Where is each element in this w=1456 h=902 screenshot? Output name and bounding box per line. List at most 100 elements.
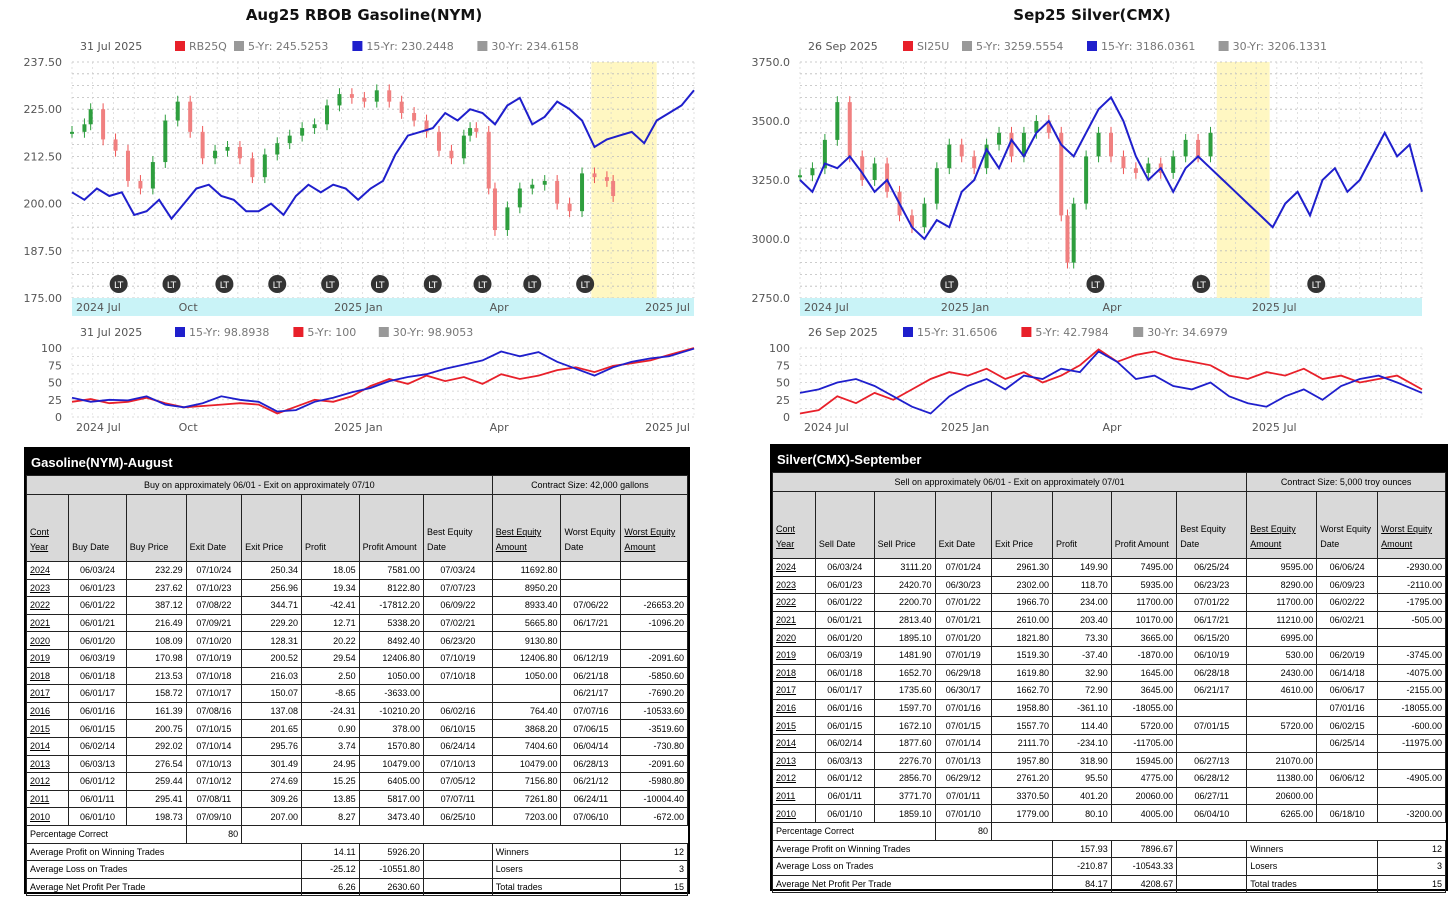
lt-marker[interactable]: LT — [523, 275, 542, 293]
year-link[interactable]: 2015 — [25, 719, 70, 738]
year-link[interactable]: 2019 — [772, 645, 816, 665]
lt-marker[interactable]: LT — [268, 275, 287, 293]
table-cell: 06/01/12 — [814, 769, 875, 788]
column-header[interactable]: Cont Year — [25, 494, 70, 562]
legend-swatch — [175, 327, 185, 337]
lt-marker[interactable]: LT — [473, 275, 492, 293]
y-tick-label: 2750.0 — [752, 292, 791, 305]
year-link[interactable]: 2019 — [25, 648, 70, 668]
lt-marker-circle — [215, 275, 234, 293]
table-cell: 32.90 — [1052, 663, 1112, 683]
lt-marker[interactable]: LT — [215, 275, 234, 293]
table-row: 2024 06/03/24 232.29 07/10/24 250.34 18.05 758… — [25, 561, 688, 580]
year-link[interactable]: 2010 — [772, 804, 816, 823]
table-row: 2014 06/02/14 1877.60 07/01/14 2111.70 -234.1… — [772, 733, 1446, 753]
lt-marker[interactable]: LT — [321, 275, 340, 293]
column-header[interactable]: Best Equity Amount — [1246, 491, 1318, 559]
summary-cell: Winners — [491, 842, 622, 862]
lt-marker-circle — [940, 275, 959, 293]
year-link[interactable]: 2015 — [772, 716, 816, 735]
lt-marker-circle — [423, 275, 442, 293]
table-cell: 234.00 — [1052, 593, 1112, 612]
table-cell: -11975.00 — [1377, 733, 1446, 753]
candle — [517, 188, 522, 208]
table-cell: 06/24/11 — [560, 789, 622, 809]
year-link[interactable]: 2024 — [25, 561, 70, 580]
lt-marker[interactable]: LT — [1192, 275, 1211, 293]
table-cell: 6405.00 — [358, 772, 424, 791]
candle — [1046, 121, 1051, 133]
year-link[interactable]: 2013 — [25, 754, 70, 774]
series-15yr-line — [799, 95, 1423, 241]
candle — [262, 154, 267, 178]
table-cell: 12406.80 — [491, 648, 562, 668]
year-link[interactable]: 2016 — [25, 701, 70, 721]
summary-row: Average Net Profit Per Trade 6.26 2630.60 T… — [26, 877, 688, 897]
series-5yr-line — [799, 348, 1423, 415]
column-header[interactable]: Best Equity Amount — [491, 494, 562, 562]
lt-marker[interactable]: LT — [1086, 275, 1105, 293]
table-cell: 20600.00 — [1246, 786, 1318, 806]
year-link[interactable]: 2016 — [772, 698, 816, 718]
column-header[interactable]: Worst Equity Amount — [620, 494, 688, 562]
column-header: Best Equity Date — [1176, 491, 1248, 559]
year-link[interactable]: 2023 — [25, 578, 70, 598]
table-cell: -2155.00 — [1377, 681, 1446, 700]
year-link[interactable]: 2024 — [772, 558, 816, 577]
year-link[interactable]: 2021 — [25, 613, 70, 633]
lt-marker[interactable]: LT — [162, 275, 181, 293]
table-cell: 07/01/16 — [934, 698, 993, 718]
table-cell: 200.52 — [241, 648, 302, 668]
column-header[interactable]: Cont Year — [772, 491, 816, 559]
table-cell: 06/09/22 — [422, 596, 493, 615]
year-link[interactable]: 2022 — [25, 596, 70, 615]
year-link[interactable]: 2020 — [772, 628, 816, 647]
year-link[interactable]: 2023 — [772, 575, 816, 595]
lt-marker[interactable]: LT — [576, 275, 595, 293]
table-cell: 150.07 — [241, 684, 302, 703]
year-link[interactable]: 2011 — [25, 789, 70, 809]
table-cell: 216.03 — [241, 666, 302, 686]
year-link[interactable]: 2018 — [25, 666, 70, 686]
year-link[interactable]: 2014 — [25, 736, 70, 756]
lt-marker[interactable]: LT — [370, 275, 389, 293]
year-link[interactable]: 2010 — [25, 807, 70, 826]
year-link[interactable]: 2022 — [772, 593, 816, 612]
year-link[interactable]: 2021 — [772, 610, 816, 630]
table-cell: 06/27/13 — [1176, 751, 1248, 771]
year-link[interactable]: 2017 — [772, 681, 816, 700]
y-tick-label: 175.00 — [24, 292, 63, 305]
candle — [1071, 203, 1076, 263]
legend-label: 15-Yr: 98.8938 — [189, 326, 269, 339]
seasonal-legend: 31 Jul 2025 15-Yr: 98.8938 5-Yr: 100 30-Yr:… — [80, 326, 473, 339]
year-link[interactable]: 2012 — [25, 772, 70, 791]
year-link[interactable]: 2012 — [772, 769, 816, 788]
year-link[interactable]: 2013 — [772, 751, 816, 771]
year-link[interactable]: 2020 — [25, 631, 70, 650]
table-cell: -4905.00 — [1377, 769, 1446, 788]
column-header[interactable]: Worst Equity Amount — [1377, 491, 1446, 559]
table-cell: 06/01/21 — [814, 610, 875, 630]
lt-marker[interactable]: LT — [109, 275, 128, 293]
lt-marker[interactable]: LT — [940, 275, 959, 293]
summary-row: Average Loss on Trades -25.12 -10551.80 Los… — [26, 860, 688, 879]
candle — [798, 175, 802, 178]
summary-cell: Total trades — [491, 877, 622, 897]
year-link[interactable]: 2014 — [772, 733, 816, 753]
year-link[interactable]: 2011 — [772, 786, 816, 806]
year-link[interactable]: 2017 — [25, 684, 70, 703]
table-cell: 274.69 — [241, 772, 302, 791]
table-cell: 06/21/12 — [560, 772, 622, 791]
table-row: 2024 06/03/24 3111.20 07/01/24 2961.30 149.90… — [772, 558, 1446, 577]
table-cell: -3745.00 — [1377, 645, 1446, 665]
table-cell: 1050.00 — [358, 666, 424, 686]
table-cell: 1619.80 — [991, 663, 1053, 683]
table-cell: 11700.00 — [1110, 593, 1178, 612]
backtest-table: Silver(CMX)-September Sell on approximat… — [770, 444, 1448, 894]
lt-marker[interactable]: LT — [423, 275, 442, 293]
year-link[interactable]: 2018 — [772, 663, 816, 683]
lt-marker[interactable]: LT — [1307, 275, 1326, 293]
table-cell: 07/06/15 — [560, 719, 622, 738]
table-cell: 07/01/14 — [934, 733, 993, 753]
summary-cell: 157.93 — [1052, 839, 1112, 859]
